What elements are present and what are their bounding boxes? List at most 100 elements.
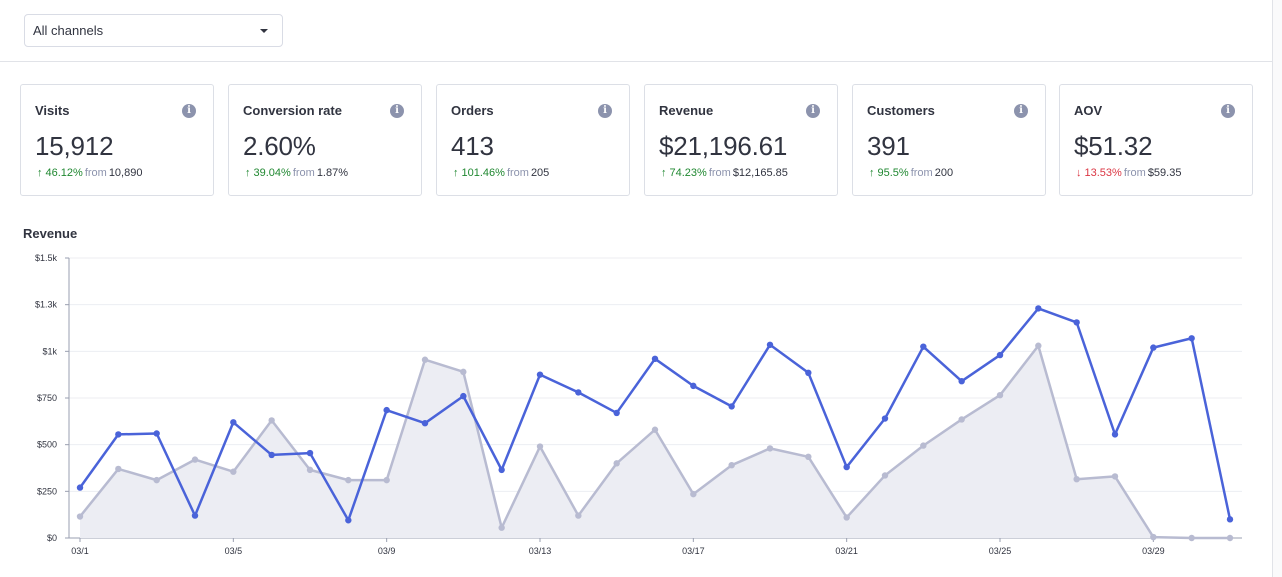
chart-title: Revenue [23,226,78,241]
change-percent: 74.23% [669,167,707,179]
current-point [345,517,352,524]
y-tick-label: $250 [37,486,57,496]
current-point [881,415,889,422]
current-point [268,451,275,459]
previous-point [881,472,889,479]
previous-point [1188,534,1195,542]
current-point [191,512,199,519]
current-point [958,378,965,385]
metric-change: ↑ 74.23% from $12,165.85 [661,167,788,179]
change-percent: 101.46% [461,167,505,179]
metric-card: Visits i 15,912 ↑ 46.12% from 10,890 [20,84,214,196]
info-icon[interactable]: i [1221,104,1235,118]
from-label: from [910,167,933,179]
previous-point [345,476,352,484]
x-tick-label: 03/17 [682,546,705,556]
metric-card: Orders i 413 ↑ 101.46% from 205 [436,84,630,196]
metric-card: AOV i $51.32 ↓ 13.53% from $59.35 [1059,84,1253,196]
metric-value: $21,196.61 [659,131,788,161]
current-point [575,389,582,396]
previous-point [76,513,84,520]
x-tick-label: 03/13 [529,546,552,556]
metric-title: Customers [867,103,935,118]
current-point [766,341,774,348]
previous-point [230,468,237,475]
from-label: from [84,167,107,179]
change-percent: 13.53% [1084,167,1122,179]
current-point [1111,431,1119,438]
previous-point [191,456,199,463]
arrow-up-icon: ↑ [869,167,875,179]
metric-change: ↑ 101.46% from 205 [453,167,549,179]
current-point [1150,344,1157,351]
change-percent: 46.12% [45,167,83,179]
filter-bar: All channels [0,0,1272,62]
info-icon[interactable]: i [390,104,404,118]
current-point [76,484,84,491]
metric-value: 15,912 [35,131,114,161]
current-point [421,420,429,427]
metric-title: AOV [1074,103,1103,118]
metric-title: Revenue [659,103,714,118]
current-point [728,403,735,410]
x-tick-label: 03/1 [71,546,89,556]
from-label: from [708,167,731,179]
x-tick-label: 03/5 [225,546,243,556]
previous-value: 205 [530,167,550,179]
previous-point [1073,476,1080,483]
metric-card: Conversion rate i 2.60% ↑ 39.04% from 1.87% [228,84,422,196]
info-icon[interactable]: i [1014,104,1028,118]
previous-value: 1.87% [316,167,349,179]
previous-point [690,490,697,498]
change-percent: 95.5% [877,167,909,179]
current-point [230,419,237,426]
previous-value: 200 [934,167,954,179]
previous-point [1226,534,1234,542]
y-tick-label: $500 [37,440,57,450]
previous-point [383,476,390,484]
change-percent: 39.04% [253,167,291,179]
chevron-down-icon [260,29,268,33]
current-point [498,466,505,474]
current-point [1188,335,1195,342]
current-point [306,449,314,457]
current-point [115,431,122,438]
previous-point [613,460,620,467]
x-tick-label: 03/25 [989,546,1012,556]
previous-point [421,356,429,363]
arrow-up-icon: ↑ [661,167,667,179]
metric-title: Conversion rate [243,103,342,118]
from-label: from [1123,167,1146,179]
current-point [920,343,927,350]
scrollbar[interactable] [1272,0,1282,577]
previous-value: 10,890 [108,167,143,179]
metric-change: ↑ 95.5% from 200 [869,167,953,179]
current-point [460,392,467,400]
y-tick-label: $1.3k [35,300,58,310]
metric-title: Orders [451,103,494,118]
previous-point [536,443,544,450]
previous-point [1035,342,1042,349]
arrow-up-icon: ↑ [245,167,251,179]
previous-point [843,514,850,521]
previous-point [728,462,735,469]
previous-point [268,417,275,424]
current-point [996,351,1004,359]
info-icon[interactable]: i [182,104,196,118]
x-tick-label: 03/9 [378,546,396,556]
metric-card: Revenue i $21,196.61 ↑ 74.23% from $12,165.85 [644,84,838,196]
previous-point [766,445,774,452]
current-point [153,430,160,437]
metric-card: Customers i 391 ↑ 95.5% from 200 [852,84,1046,196]
previous-point [498,524,505,531]
channel-select[interactable]: All channels [24,14,283,47]
previous-value: $59.35 [1147,167,1182,179]
current-point [843,463,850,471]
metric-value: 391 [867,131,910,161]
info-icon[interactable]: i [598,104,612,118]
previous-point [920,442,927,449]
info-icon[interactable]: i [806,104,820,118]
x-tick-label: 03/21 [835,546,858,556]
previous-point [306,466,314,474]
metric-change: ↓ 13.53% from $59.35 [1076,167,1181,179]
